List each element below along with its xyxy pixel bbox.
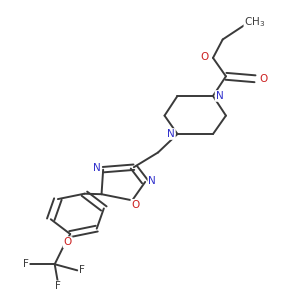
Text: F: F (55, 281, 61, 291)
Text: CH$_3$: CH$_3$ (244, 15, 266, 29)
Text: F: F (79, 266, 85, 275)
Text: F: F (23, 259, 28, 269)
Text: O: O (64, 237, 72, 247)
Text: N: N (216, 91, 223, 101)
Text: O: O (259, 74, 267, 84)
Text: O: O (201, 52, 209, 62)
Text: N: N (167, 129, 175, 139)
Text: O: O (131, 200, 140, 210)
Text: N: N (148, 176, 156, 186)
Text: N: N (93, 164, 101, 173)
